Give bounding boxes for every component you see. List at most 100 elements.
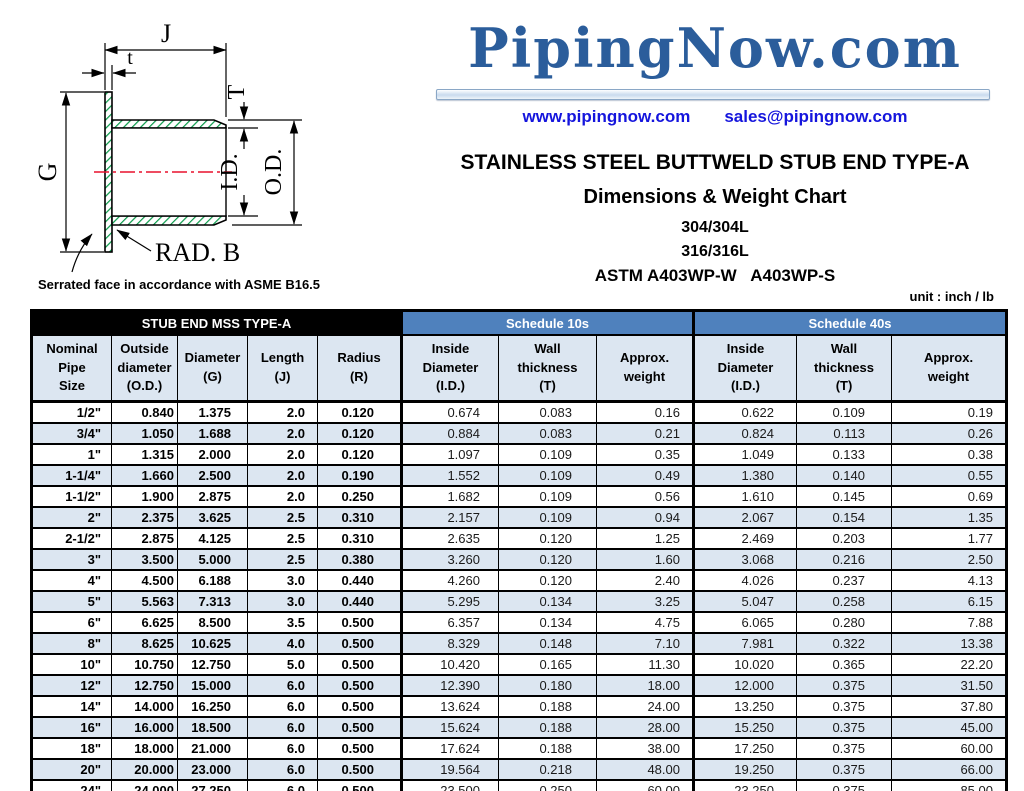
col-radius-r-cell: 0.500 [317,758,402,780]
col-nominal-pipe-size-cell: 1" [31,443,112,465]
col-diameter-g-cell: 15.000 [177,674,248,696]
col-sch40-inside-diameter-cell: 7.981 [692,632,797,654]
col-sch10-inside-diameter-cell: 19.564 [400,758,499,780]
col-sch40-approx-weight-cell: 6.15 [891,590,1007,612]
col-sch40-approx-weight-cell: 0.19 [891,400,1007,423]
col-sch10-inside-diameter-cell: 1.097 [400,443,499,465]
col-radius-r-cell: 0.440 [317,590,402,612]
table-row: 1-1/2" 1.900 2.875 2.0 0.250 1.682 0.109 0.56 1.… [31,485,1007,507]
col-sch10-inside-diameter-header: Inside Diameter (I.D.) [400,334,499,402]
col-sch10-wall-thickness-cell: 0.188 [498,695,597,717]
col-sch40-wall-thickness-cell: 0.145 [796,485,892,507]
table-row: 1" 1.315 2.000 2.0 0.120 1.097 0.109 0.35 1.049 0… [31,443,1007,465]
col-radius-r-cell: 0.500 [317,716,402,738]
grade-316: 316/316L [681,243,749,260]
col-nominal-pipe-size-cell: 2-1/2" [31,527,112,549]
col-sch40-wall-thickness-cell: 0.375 [796,737,892,759]
col-radius-r-cell: 0.500 [317,653,402,675]
table-row: 4" 4.500 6.188 3.0 0.440 4.260 0.120 2.40 4.026 0… [31,569,1007,591]
table-row: 1-1/4" 1.660 2.500 2.0 0.190 1.552 0.109 0.49 1.… [31,464,1007,486]
col-sch40-wall-thickness-cell: 0.365 [796,653,892,675]
table-row: 3/4" 1.050 1.688 2.0 0.120 0.884 0.083 0.21 0.82… [31,422,1007,444]
col-sch10-wall-thickness-cell: 0.120 [498,527,597,549]
stub-end-diagram: J t G T I.D. O.D. RAD. B Serrated face i… [33,20,320,292]
col-sch10-inside-diameter-cell: 0.884 [400,422,499,444]
col-sch10-inside-diameter-cell: 0.674 [400,400,499,423]
col-sch10-wall-thickness-cell: 0.120 [498,569,597,591]
col-length-j-cell: 6.0 [247,758,318,780]
col-outside-diameter-od-cell: 16.000 [111,716,178,738]
col-sch10-inside-diameter-cell: 3.260 [400,548,499,570]
col-length-j-cell: 5.0 [247,653,318,675]
logo: PipingNow.com [468,16,962,80]
col-sch10-wall-thickness-cell: 0.188 [498,716,597,738]
dim-label-t-cap: T [224,84,250,99]
col-sch40-inside-diameter-cell: 5.047 [692,590,797,612]
col-length-j-cell: 3.0 [247,569,318,591]
col-sch10-wall-thickness-header: Wall thickness (T) [498,334,597,402]
col-sch40-inside-diameter-cell: 1.380 [692,464,797,486]
col-sch10-wall-thickness-cell: 0.134 [498,611,597,633]
col-sch40-wall-thickness-cell: 0.375 [796,695,892,717]
table-row: 12" 12.750 15.000 6.0 0.500 12.390 0.180 18.00 1… [31,674,1007,696]
col-sch10-wall-thickness-cell: 0.109 [498,464,597,486]
group-header-schedule-40s: Schedule 40s [692,309,1007,335]
col-sch10-approx-weight-cell: 60.00 [596,779,694,791]
col-nominal-pipe-size-cell: 1-1/2" [31,485,112,507]
col-sch10-approx-weight-cell: 18.00 [596,674,694,696]
col-sch40-wall-thickness-cell: 0.154 [796,506,892,528]
col-sch10-inside-diameter-cell: 8.329 [400,632,499,654]
col-nominal-pipe-size-cell: 3" [31,548,112,570]
col-radius-r-cell: 0.500 [317,737,402,759]
col-sch10-wall-thickness-cell: 0.083 [498,400,597,423]
col-sch40-inside-diameter-cell: 10.020 [692,653,797,675]
col-sch10-approx-weight-cell: 4.75 [596,611,694,633]
col-nominal-pipe-size-cell: 4" [31,569,112,591]
website-link[interactable]: www.pipingnow.com [522,107,691,126]
col-nominal-pipe-size-cell: 5" [31,590,112,612]
astm-spec: ASTM A403WP-W A403WP-S [594,266,836,285]
col-sch10-inside-diameter-cell: 1.682 [400,485,499,507]
col-sch40-wall-thickness-cell: 0.113 [796,422,892,444]
col-outside-diameter-od-cell: 4.500 [111,569,178,591]
col-length-j-cell: 2.5 [247,506,318,528]
col-nominal-pipe-size-cell: 12" [31,674,112,696]
col-sch10-approx-weight-cell: 0.21 [596,422,694,444]
col-sch10-inside-diameter-cell: 1.552 [400,464,499,486]
col-sch10-approx-weight-header: Approx. weight [596,334,694,402]
col-diameter-g-cell: 23.000 [177,758,248,780]
col-sch40-inside-diameter-cell: 2.067 [692,506,797,528]
col-diameter-g-cell: 12.750 [177,653,248,675]
col-sch40-approx-weight-cell: 85.00 [891,779,1007,791]
col-sch40-inside-diameter-cell: 0.622 [692,400,797,423]
col-sch10-wall-thickness-cell: 0.120 [498,548,597,570]
col-length-j-cell: 2.0 [247,422,318,444]
col-sch10-inside-diameter-cell: 10.420 [400,653,499,675]
col-outside-diameter-od-cell: 24.000 [111,779,178,791]
col-outside-diameter-od-cell: 8.625 [111,632,178,654]
col-diameter-g-cell: 5.000 [177,548,248,570]
col-sch10-approx-weight-cell: 1.60 [596,548,694,570]
col-sch10-approx-weight-cell: 28.00 [596,716,694,738]
col-sch40-wall-thickness-cell: 0.375 [796,674,892,696]
col-outside-diameter-od-cell: 12.750 [111,674,178,696]
col-length-j-cell: 2.0 [247,485,318,507]
col-sch10-approx-weight-cell: 0.35 [596,443,694,465]
col-sch10-approx-weight-cell: 1.25 [596,527,694,549]
col-sch10-wall-thickness-cell: 0.250 [498,779,597,791]
col-sch10-wall-thickness-cell: 0.109 [498,485,597,507]
col-diameter-g-cell: 27.250 [177,779,248,791]
col-length-j-cell: 6.0 [247,695,318,717]
col-radius-r-cell: 0.310 [317,506,402,528]
col-sch40-approx-weight-cell: 1.77 [891,527,1007,549]
col-length-j-cell: 2.5 [247,527,318,549]
col-sch10-inside-diameter-cell: 15.624 [400,716,499,738]
col-radius-r-cell: 0.120 [317,422,402,444]
col-sch40-wall-thickness-cell: 0.109 [796,400,892,423]
col-sch40-approx-weight-cell: 31.50 [891,674,1007,696]
email-link[interactable]: sales@pipingnow.com [724,107,908,126]
col-length-j-cell: 2.0 [247,443,318,465]
col-sch40-wall-thickness-header: Wall thickness (T) [796,334,892,402]
col-sch10-wall-thickness-cell: 0.180 [498,674,597,696]
